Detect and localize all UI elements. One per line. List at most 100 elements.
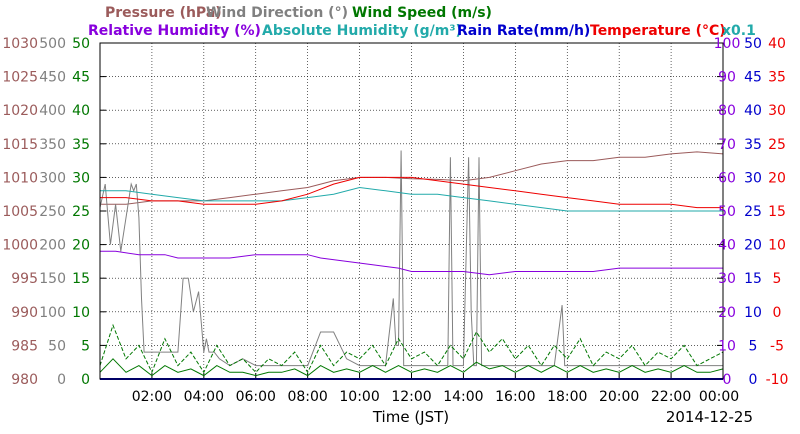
legend-item-temperature-c: Temperature (°C) xyxy=(590,23,726,39)
series-absolute-humidity-g-m-x0-1 xyxy=(100,186,723,212)
left-tick-pressure: 985 xyxy=(11,338,38,354)
right-tick-relative-humidity: 60 xyxy=(718,170,736,186)
left-tick-wind-speed: 10 xyxy=(72,305,90,321)
x-tick-label: 08:00 xyxy=(287,389,327,405)
right-tick-rain-rate: 45 xyxy=(744,70,762,86)
left-tick-wind-direction: 150 xyxy=(39,271,66,287)
legend-item-x0-1: x0.1 xyxy=(722,23,756,39)
x-tick-label: 14:00 xyxy=(443,389,483,405)
right-tick-temperature: 30 xyxy=(768,103,786,119)
right-tick-temperature: -10 xyxy=(766,372,789,388)
series-wind-speed-m-s-mean xyxy=(99,358,724,377)
right-tick-relative-humidity: 20 xyxy=(718,305,736,321)
x-tick-label: 22:00 xyxy=(651,389,691,405)
left-tick-pressure: 1025 xyxy=(2,70,38,86)
series-relative-humidity xyxy=(100,250,723,276)
right-tick-rain-rate: 25 xyxy=(744,204,762,220)
right-tick-relative-humidity: 100 xyxy=(714,36,741,52)
left-tick-wind-direction: 500 xyxy=(39,36,66,52)
right-tick-rain-rate: 20 xyxy=(744,238,762,254)
right-tick-rain-rate: 30 xyxy=(744,170,762,186)
x-tick-label: 18:00 xyxy=(547,389,587,405)
left-tick-wind-direction: 100 xyxy=(39,305,66,321)
right-tick-rain-rate: 50 xyxy=(744,36,762,52)
series-wind-speed-m-s xyxy=(99,323,724,374)
left-tick-wind-speed: 40 xyxy=(72,103,90,119)
left-tick-wind-direction: 0 xyxy=(57,372,66,388)
right-tick-rain-rate: 10 xyxy=(744,305,762,321)
right-tick-rain-rate: 0 xyxy=(749,372,758,388)
x-tick-label: 00:00 xyxy=(699,389,739,405)
right-tick-relative-humidity: 0 xyxy=(723,372,732,388)
x-tick-label: 12:00 xyxy=(391,389,431,405)
right-tick-rain-rate: 40 xyxy=(744,103,762,119)
left-tick-wind-direction: 450 xyxy=(39,70,66,86)
right-tick-temperature: 25 xyxy=(768,137,786,153)
right-tick-relative-humidity: 70 xyxy=(718,137,736,153)
x-tick-label: 10:00 xyxy=(339,389,379,405)
right-tick-temperature: 10 xyxy=(768,238,786,254)
right-tick-temperature: 15 xyxy=(768,204,786,220)
left-tick-wind-speed: 30 xyxy=(72,170,90,186)
right-tick-relative-humidity: 30 xyxy=(718,271,736,287)
right-tick-relative-humidity: 50 xyxy=(718,204,736,220)
left-tick-pressure: 1010 xyxy=(2,170,38,186)
left-tick-wind-direction: 350 xyxy=(39,137,66,153)
left-tick-wind-speed: 20 xyxy=(72,238,90,254)
left-tick-pressure: 1030 xyxy=(2,36,38,52)
left-tick-pressure: 1015 xyxy=(2,137,38,153)
series-wind-direction xyxy=(99,150,723,367)
legend-item-absolute-humidity-g-m: Absolute Humidity (g/m³) xyxy=(262,23,462,39)
right-tick-rain-rate: 5 xyxy=(749,338,758,354)
date-label: 2014-12-25 xyxy=(666,408,753,426)
left-tick-pressure: 1020 xyxy=(2,103,38,119)
left-tick-wind-speed: 45 xyxy=(72,70,90,86)
left-tick-wind-direction: 50 xyxy=(48,338,66,354)
x-tick-label: 16:00 xyxy=(495,389,535,405)
left-tick-wind-speed: 35 xyxy=(72,137,90,153)
x-tick-label: 04:00 xyxy=(184,389,224,405)
right-tick-temperature: 20 xyxy=(768,170,786,186)
x-tick-label: 02:00 xyxy=(132,389,172,405)
left-tick-wind-speed: 50 xyxy=(72,36,90,52)
right-tick-temperature: 40 xyxy=(768,36,786,52)
right-tick-relative-humidity: 80 xyxy=(718,103,736,119)
left-tick-wind-speed: 5 xyxy=(81,338,90,354)
right-tick-temperature: 35 xyxy=(768,70,786,86)
right-tick-relative-humidity: 10 xyxy=(718,338,736,354)
left-tick-wind-direction: 400 xyxy=(39,103,66,119)
right-tick-rain-rate: 15 xyxy=(744,271,762,287)
legend-item-pressure-hpa: Pressure (hPa) xyxy=(105,5,222,21)
right-tick-relative-humidity: 90 xyxy=(718,70,736,86)
left-tick-pressure: 1000 xyxy=(2,238,38,254)
right-tick-rain-rate: 35 xyxy=(744,137,762,153)
left-tick-wind-direction: 250 xyxy=(39,204,66,220)
left-tick-wind-direction: 300 xyxy=(39,170,66,186)
right-tick-temperature: 0 xyxy=(773,305,782,321)
left-tick-pressure: 980 xyxy=(11,372,38,388)
x-axis-label: Time (JST) xyxy=(372,408,449,426)
left-tick-wind-speed: 15 xyxy=(72,271,90,287)
right-tick-temperature: -5 xyxy=(770,338,784,354)
x-tick-label: 20:00 xyxy=(599,389,639,405)
legend: Pressure (hPa)Wind Direction (°) Wind Spe… xyxy=(88,5,756,39)
x-tick-label: 06:00 xyxy=(236,389,276,405)
legend-item-wind-speed-m-s: Wind Speed (m/s) xyxy=(352,5,492,21)
left-tick-wind-direction: 200 xyxy=(39,238,66,254)
left-tick-wind-speed: 25 xyxy=(72,204,90,220)
right-tick-relative-humidity: 40 xyxy=(718,238,736,254)
left-tick-pressure: 1005 xyxy=(2,204,38,220)
left-tick-wind-speed: 0 xyxy=(81,372,90,388)
plot-frame xyxy=(99,42,724,380)
x-axis-ticks: 02:00 04:00 06:00 08:00 10:00 12:00 14:00 16:00… xyxy=(132,389,739,405)
left-tick-pressure: 995 xyxy=(11,271,38,287)
legend-item-rain-rate-mm-h: Rain Rate(mm/h) xyxy=(457,23,590,39)
left-tick-pressure: 990 xyxy=(11,305,38,321)
legend-item-relative-humidity: Relative Humidity (%) xyxy=(88,23,261,39)
right-tick-temperature: 5 xyxy=(773,271,782,287)
series-temperature-c xyxy=(100,176,723,209)
legend-item-wind-direction: Wind Direction (°) xyxy=(206,5,348,21)
